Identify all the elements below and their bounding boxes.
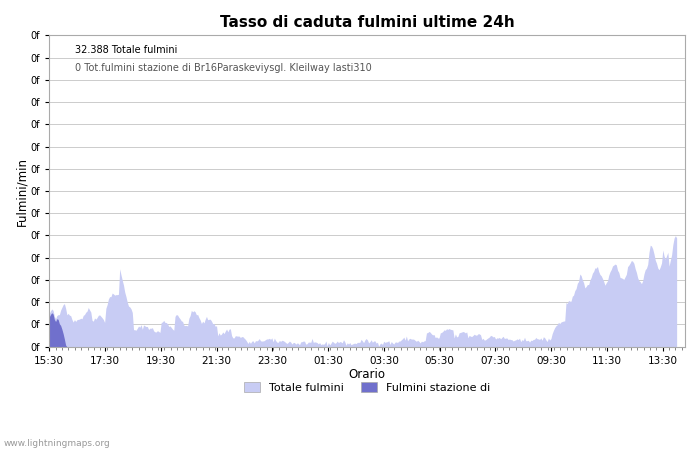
Legend: Totale fulmini, Fulmini stazione di: Totale fulmini, Fulmini stazione di (239, 378, 495, 397)
Text: 0 Tot.fulmini stazione di Br16Paraskeviysgl. Kleilway lasti310: 0 Tot.fulmini stazione di Br16Paraskeviy… (75, 63, 372, 73)
Y-axis label: Fulmini/min: Fulmini/min (15, 157, 28, 225)
Text: www.lightningmaps.org: www.lightningmaps.org (4, 439, 111, 448)
X-axis label: Orario: Orario (349, 369, 386, 382)
Title: Tasso di caduta fulmini ultime 24h: Tasso di caduta fulmini ultime 24h (220, 15, 514, 30)
Text: 32.388 Totale fulmini: 32.388 Totale fulmini (75, 45, 177, 54)
